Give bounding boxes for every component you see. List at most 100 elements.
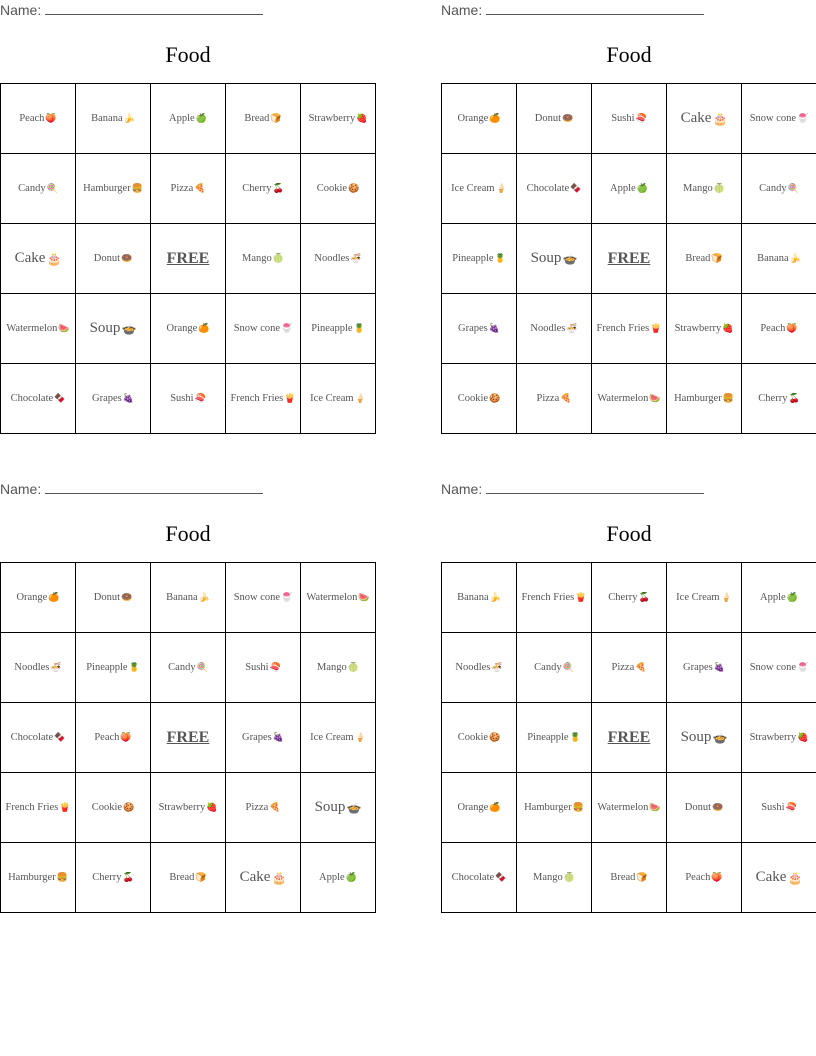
bingo-cell[interactable]: Cake 🎂	[1, 224, 76, 294]
bingo-cell[interactable]: French Fries 🍟	[517, 563, 592, 633]
bingo-cell[interactable]: Noodles 🍜	[517, 294, 592, 364]
free-space-cell[interactable]: FREE	[592, 224, 667, 294]
bingo-cell[interactable]: Banana 🍌	[76, 84, 151, 154]
bingo-cell[interactable]: Orange 🍊	[442, 84, 517, 154]
bingo-cell[interactable]: Peach 🍑	[742, 294, 816, 364]
name-blank[interactable]	[45, 481, 264, 494]
bingo-cell[interactable]: Peach 🍑	[1, 84, 76, 154]
bingo-cell[interactable]: Candy 🍭	[151, 633, 226, 703]
bingo-cell[interactable]: Orange 🍊	[151, 294, 226, 364]
free-space-cell[interactable]: FREE	[151, 703, 226, 773]
bingo-cell[interactable]: Bread 🍞	[592, 843, 667, 913]
bingo-cell[interactable]: Candy 🍭	[517, 633, 592, 703]
bingo-cell[interactable]: Banana 🍌	[742, 224, 816, 294]
bingo-cell[interactable]: Chocolate 🍫	[442, 843, 517, 913]
free-space-cell[interactable]: FREE	[592, 703, 667, 773]
bingo-cell[interactable]: Apple 🍏	[592, 154, 667, 224]
free-space-cell[interactable]: FREE	[151, 224, 226, 294]
bingo-cell[interactable]: French Fries 🍟	[1, 773, 76, 843]
bingo-cell[interactable]: Watermelon 🍉	[1, 294, 76, 364]
bingo-cell[interactable]: Banana 🍌	[151, 563, 226, 633]
bingo-cell[interactable]: Cake 🎂	[667, 84, 742, 154]
bingo-cell[interactable]: French Fries 🍟	[592, 294, 667, 364]
bingo-cell[interactable]: Mango 🍈	[667, 154, 742, 224]
bingo-cell[interactable]: Donut 🍩	[76, 563, 151, 633]
bingo-cell[interactable]: Sushi 🍣	[592, 84, 667, 154]
bingo-cell[interactable]: Snow cone 🍧	[226, 563, 301, 633]
bingo-cell[interactable]: Cookie 🍪	[301, 154, 376, 224]
bingo-cell[interactable]: Sushi 🍣	[226, 633, 301, 703]
bingo-cell[interactable]: Candy 🍭	[1, 154, 76, 224]
bingo-cell[interactable]: Ice Cream 🍦	[301, 703, 376, 773]
bingo-cell[interactable]: Peach 🍑	[76, 703, 151, 773]
bingo-cell[interactable]: Mango 🍈	[226, 224, 301, 294]
bingo-cell[interactable]: Snow cone 🍧	[742, 84, 816, 154]
bingo-cell[interactable]: Soup 🍲	[667, 703, 742, 773]
bingo-cell[interactable]: Candy 🍭	[742, 154, 816, 224]
bingo-cell[interactable]: Bread 🍞	[151, 843, 226, 913]
bingo-cell[interactable]: Pineapple 🍍	[517, 703, 592, 773]
bingo-cell[interactable]: Watermelon 🍉	[592, 773, 667, 843]
bingo-cell[interactable]: Cherry 🍒	[742, 364, 816, 434]
bingo-cell[interactable]: Ice Cream 🍦	[301, 364, 376, 434]
bingo-cell[interactable]: Pizza 🍕	[151, 154, 226, 224]
bingo-cell[interactable]: French Fries 🍟	[226, 364, 301, 434]
bingo-cell[interactable]: Bread 🍞	[226, 84, 301, 154]
bingo-cell[interactable]: Ice Cream 🍦	[667, 563, 742, 633]
bingo-cell[interactable]: Noodles 🍜	[442, 633, 517, 703]
bingo-cell[interactable]: Cookie 🍪	[442, 703, 517, 773]
bingo-cell[interactable]: Cake 🎂	[226, 843, 301, 913]
bingo-cell[interactable]: Sushi 🍣	[151, 364, 226, 434]
bingo-cell[interactable]: Chocolate 🍫	[517, 154, 592, 224]
bingo-cell[interactable]: Hamburger 🍔	[76, 154, 151, 224]
bingo-cell[interactable]: Donut 🍩	[76, 224, 151, 294]
name-blank[interactable]	[486, 2, 705, 15]
bingo-cell[interactable]: Hamburger 🍔	[517, 773, 592, 843]
bingo-cell[interactable]: Watermelon 🍉	[301, 563, 376, 633]
bingo-cell[interactable]: Grapes 🍇	[76, 364, 151, 434]
bingo-cell[interactable]: Pineapple 🍍	[442, 224, 517, 294]
bingo-cell[interactable]: Peach 🍑	[667, 843, 742, 913]
bingo-cell[interactable]: Banana 🍌	[442, 563, 517, 633]
bingo-cell[interactable]: Chocolate 🍫	[1, 703, 76, 773]
bingo-cell[interactable]: Hamburger 🍔	[1, 843, 76, 913]
bingo-cell[interactable]: Sushi 🍣	[742, 773, 816, 843]
bingo-cell[interactable]: Grapes 🍇	[442, 294, 517, 364]
bingo-cell[interactable]: Pineapple 🍍	[301, 294, 376, 364]
bingo-cell[interactable]: Pizza 🍕	[226, 773, 301, 843]
bingo-cell[interactable]: Strawberry 🍓	[301, 84, 376, 154]
name-blank[interactable]	[45, 2, 264, 15]
bingo-cell[interactable]: Noodles 🍜	[1, 633, 76, 703]
bingo-cell[interactable]: Apple 🍏	[742, 563, 816, 633]
bingo-cell[interactable]: Soup 🍲	[517, 224, 592, 294]
bingo-cell[interactable]: Orange 🍊	[442, 773, 517, 843]
bingo-cell[interactable]: Apple 🍏	[301, 843, 376, 913]
bingo-cell[interactable]: Hamburger 🍔	[667, 364, 742, 434]
bingo-cell[interactable]: Snow cone 🍧	[226, 294, 301, 364]
bingo-cell[interactable]: Cake 🎂	[742, 843, 816, 913]
bingo-cell[interactable]: Mango 🍈	[517, 843, 592, 913]
bingo-cell[interactable]: Cherry 🍒	[226, 154, 301, 224]
bingo-cell[interactable]: Snow cone 🍧	[742, 633, 816, 703]
bingo-cell[interactable]: Grapes 🍇	[667, 633, 742, 703]
bingo-cell[interactable]: Cookie 🍪	[442, 364, 517, 434]
bingo-cell[interactable]: Pizza 🍕	[517, 364, 592, 434]
bingo-cell[interactable]: Cherry 🍒	[76, 843, 151, 913]
bingo-cell[interactable]: Donut 🍩	[517, 84, 592, 154]
bingo-cell[interactable]: Soup 🍲	[301, 773, 376, 843]
bingo-cell[interactable]: Donut 🍩	[667, 773, 742, 843]
bingo-cell[interactable]: Strawberry 🍓	[667, 294, 742, 364]
bingo-cell[interactable]: Pizza 🍕	[592, 633, 667, 703]
bingo-cell[interactable]: Strawberry 🍓	[742, 703, 816, 773]
bingo-cell[interactable]: Grapes 🍇	[226, 703, 301, 773]
bingo-cell[interactable]: Watermelon 🍉	[592, 364, 667, 434]
bingo-cell[interactable]: Noodles 🍜	[301, 224, 376, 294]
bingo-cell[interactable]: Mango 🍈	[301, 633, 376, 703]
bingo-cell[interactable]: Soup 🍲	[76, 294, 151, 364]
bingo-cell[interactable]: Cookie 🍪	[76, 773, 151, 843]
bingo-cell[interactable]: Apple 🍏	[151, 84, 226, 154]
bingo-cell[interactable]: Cherry 🍒	[592, 563, 667, 633]
name-blank[interactable]	[486, 481, 705, 494]
bingo-cell[interactable]: Pineapple 🍍	[76, 633, 151, 703]
bingo-cell[interactable]: Bread 🍞	[667, 224, 742, 294]
